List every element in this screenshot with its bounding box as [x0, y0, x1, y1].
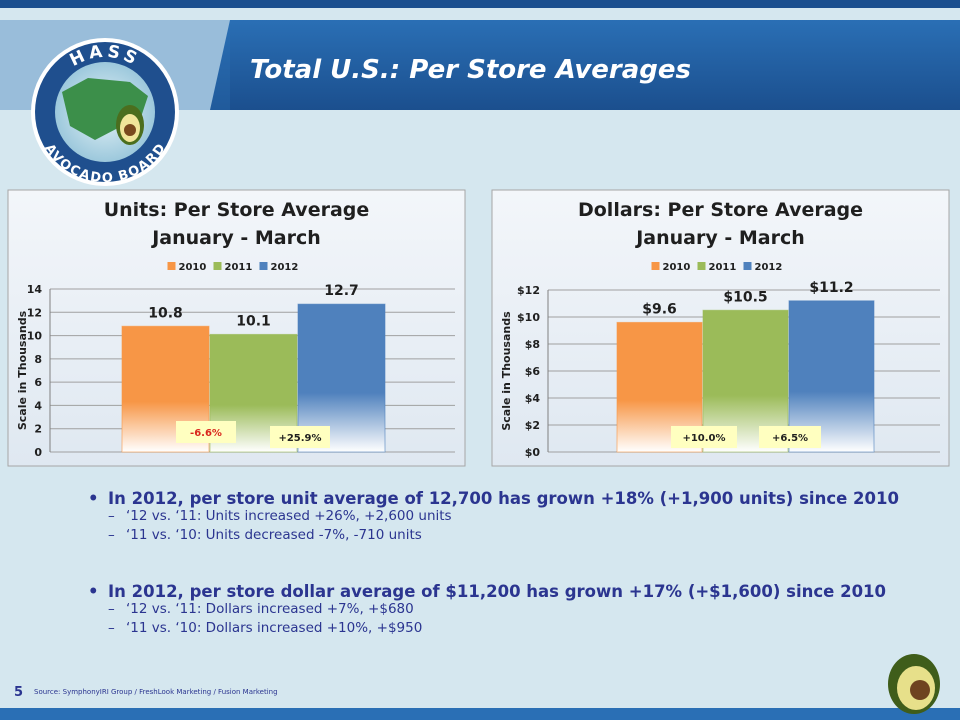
annotation-box — [759, 426, 821, 448]
bullet: In 2012, per store dollar average of $11… — [86, 583, 906, 638]
legend-swatch — [697, 262, 706, 270]
y-tick-label: $12 — [517, 284, 540, 297]
y-tick-label: $8 — [525, 338, 540, 351]
value-label: 10.8 — [148, 305, 183, 321]
annotation: +25.9% — [278, 433, 321, 444]
value-label: $9.6 — [642, 301, 677, 317]
chart-title: Units: Per Store Average — [104, 199, 370, 221]
annotation-box — [270, 426, 330, 448]
sub-bullet: ‘11 vs. ‘10: Dollars increased +10%, +$9… — [86, 619, 906, 638]
y-tick-label: $4 — [525, 392, 541, 405]
legend-label: 2010 — [179, 262, 207, 273]
bullet-text: In 2012, per store dollar average of $11… — [86, 583, 906, 600]
sub-bullet: ‘11 vs. ‘10: Units decreased -7%, -710 u… — [86, 526, 906, 545]
legend-swatch — [743, 262, 752, 270]
annotation: -6.6% — [190, 428, 222, 439]
annotation: +10.0% — [682, 433, 725, 444]
corner-avocado — [888, 654, 940, 714]
legend-label: 2012 — [271, 262, 299, 273]
legend-label: 2012 — [755, 262, 783, 273]
y-tick-label: 10 — [27, 330, 43, 343]
value-label: $10.5 — [723, 289, 767, 305]
chart-title: Dollars: Per Store Average — [578, 199, 863, 221]
annotation: +6.5% — [772, 433, 808, 444]
bullet: In 2012, per store unit average of 12,70… — [86, 490, 906, 545]
top-strip — [0, 0, 960, 8]
y-tick-label: 6 — [34, 376, 42, 389]
legend-label: 2010 — [663, 262, 691, 273]
annotation-box — [176, 421, 236, 443]
legend-swatch — [259, 262, 268, 270]
y-tick-label: $6 — [525, 365, 541, 378]
avocado-pit — [910, 680, 930, 700]
y-tick-label: 14 — [27, 283, 43, 296]
title-bar — [210, 20, 960, 110]
bottom-strip — [0, 708, 960, 720]
slide-title: Total U.S.: Per Store Averages — [250, 55, 691, 85]
value-label: $11.2 — [809, 280, 853, 296]
annotation-box — [671, 426, 737, 448]
legend-swatch — [167, 262, 176, 270]
value-label: 12.7 — [324, 283, 359, 299]
sub-bullet: ‘12 vs. ‘11: Dollars increased +7%, +$68… — [86, 600, 906, 619]
y-tick-label: 4 — [34, 399, 42, 412]
bullet-text: In 2012, per store unit average of 12,70… — [86, 490, 906, 507]
y-tick-label: 12 — [27, 306, 42, 319]
y-tick-label: $2 — [525, 419, 540, 432]
y-tick-label: 0 — [34, 446, 42, 459]
legend-swatch — [651, 262, 660, 270]
chart-subtitle: January - March — [634, 227, 805, 249]
y-tick-label: $10 — [517, 311, 540, 324]
legend-label: 2011 — [225, 262, 253, 273]
y-tick-label: 2 — [34, 423, 42, 436]
sub-bullet: ‘12 vs. ‘11: Units increased +26%, +2,60… — [86, 507, 906, 526]
legend-label: 2011 — [709, 262, 737, 273]
y-tick-label: $0 — [525, 446, 541, 459]
logo-avocado-pit — [124, 124, 136, 136]
source-note: Source: SymphonyIRI Group / FreshLook Ma… — [34, 688, 278, 696]
y-axis-label: Scale in Thousands — [500, 311, 513, 431]
value-label: 10.1 — [236, 313, 271, 329]
chart-subtitle: January - March — [150, 227, 321, 249]
y-tick-label: 8 — [34, 353, 42, 366]
logo: HASS AVOCADO BOARD — [31, 38, 179, 186]
legend-swatch — [213, 262, 222, 270]
y-axis-label: Scale in Thousands — [16, 310, 29, 430]
page-number: 5 — [14, 685, 23, 700]
